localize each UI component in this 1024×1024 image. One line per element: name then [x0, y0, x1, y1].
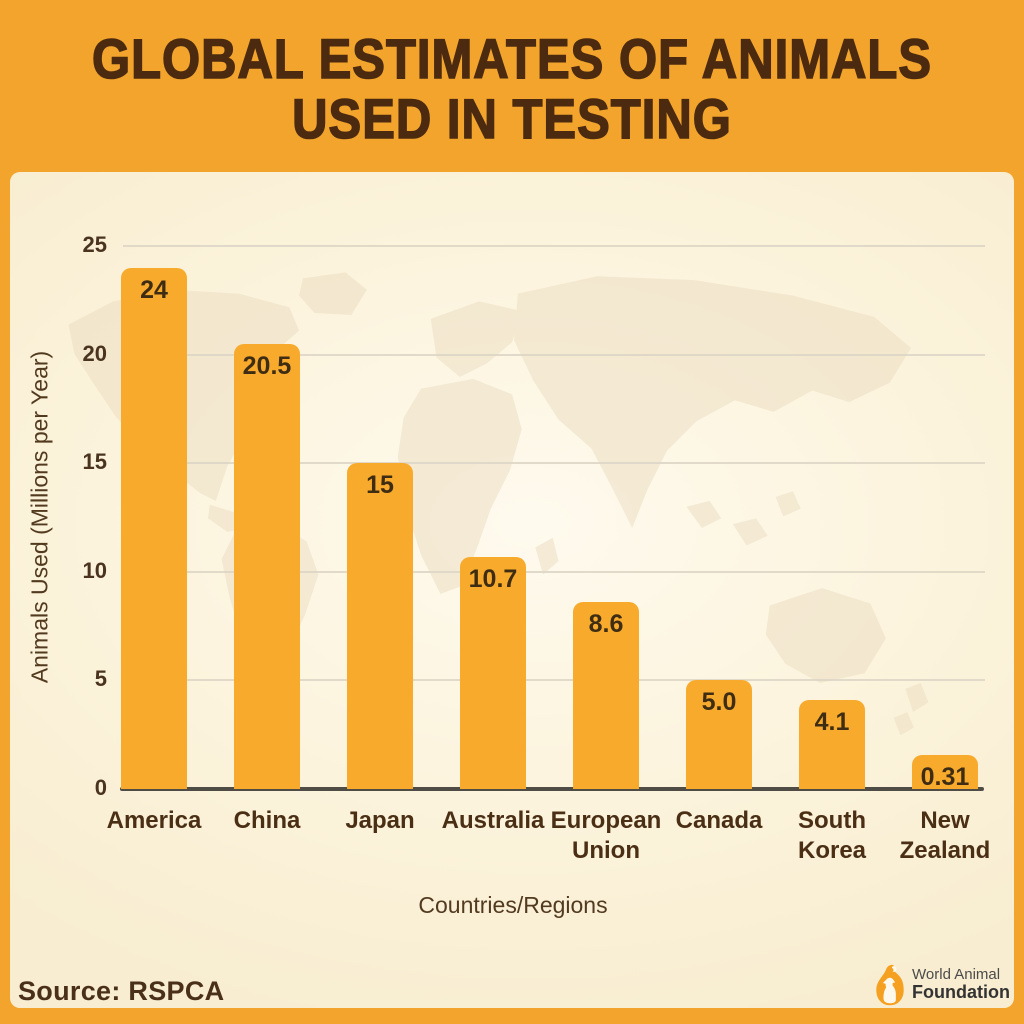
gridline-15	[123, 462, 985, 465]
source-attribution: Source: RSPCA	[18, 976, 225, 1006]
world-animal-foundation-logo: World Animal Foundation	[875, 963, 1010, 1007]
bar-value-china: 20.5	[242, 351, 292, 380]
header: GLOBAL ESTIMATES OF ANIMALS USED IN TEST…	[0, 0, 1024, 172]
bar-value-australia: 10.7	[468, 564, 518, 593]
logo-line1: World Animal	[912, 966, 1001, 984]
logo-text: World Animal Foundation	[912, 966, 1010, 1003]
category-label-australia: Australia	[441, 807, 545, 834]
x-axis-title: Countries/Regions	[418, 892, 608, 918]
gridline-10	[123, 570, 985, 573]
bar-value-japan: 15	[366, 471, 394, 500]
bar-value-new-zealand: 0.31	[920, 763, 970, 791]
bar-america	[121, 267, 187, 789]
y-tick-15: 15	[82, 449, 107, 475]
dog-teardrop-icon	[876, 964, 904, 1006]
bar-value-south-korea: 4.1	[814, 707, 850, 736]
bar-value-canada: 5.0	[701, 688, 737, 717]
bar-value-european-union: 8.6	[588, 610, 624, 639]
bar-european-union	[573, 602, 639, 789]
y-tick-20: 20	[82, 340, 107, 366]
bar-japan	[347, 463, 413, 789]
x-axis-line	[120, 787, 984, 791]
y-tick-25: 25	[82, 232, 107, 257]
bar-value-america: 24	[140, 275, 168, 304]
y-axis-title: Animals Used (Millions per Year)	[26, 350, 53, 684]
bar-new-zealand	[912, 755, 978, 789]
y-tick-5: 5	[94, 666, 107, 692]
bar-australia	[460, 556, 526, 789]
bar-canada	[686, 680, 752, 789]
category-label-china: China	[233, 807, 301, 834]
bar-china	[234, 343, 300, 789]
category-label-canada: Canada	[675, 807, 763, 834]
y-tick-0: 0	[94, 775, 107, 800]
bar-south-korea	[799, 699, 865, 789]
gridline-5	[123, 679, 985, 682]
page-title-line2: USED IN TESTING	[291, 88, 732, 151]
y-tick-10: 10	[82, 557, 107, 583]
gridline-25	[123, 245, 985, 247]
category-label-new-zealand: New Zealand	[899, 807, 991, 864]
logo-line2: Foundation	[912, 982, 1010, 1003]
page-title-line1: GLOBAL ESTIMATES OF ANIMALS	[91, 28, 933, 91]
category-label-european-union: European Union	[550, 807, 662, 864]
category-label-japan: Japan	[345, 807, 415, 834]
category-label-south-korea: South Korea	[797, 807, 867, 864]
category-label-america: America	[106, 807, 202, 834]
gridline-20	[123, 353, 985, 356]
